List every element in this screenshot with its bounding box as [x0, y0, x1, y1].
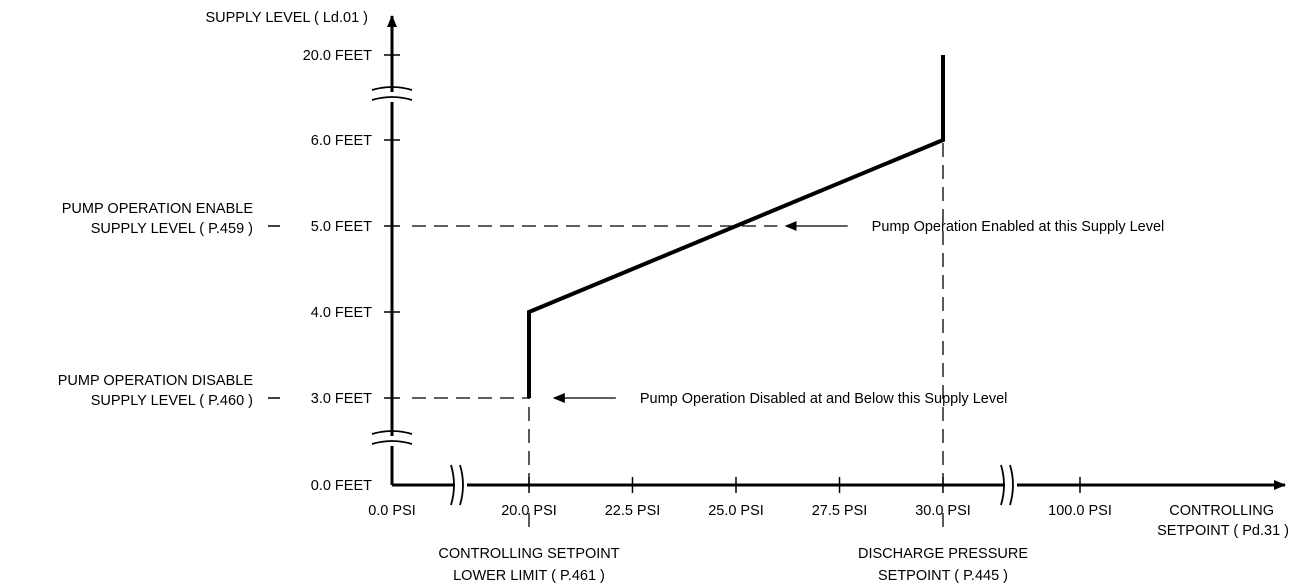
x-axis-title-line2: SETPOINT ( Pd.31 ) — [1157, 523, 1289, 539]
y-axis-title: SUPPLY LEVEL ( Ld.01 ) — [205, 10, 368, 26]
x-tick-label-2: 22.5 PSI — [605, 503, 661, 519]
y-tick-label-3: 5.0 FEET — [311, 219, 372, 235]
x-tick-label-3: 25.0 PSI — [708, 503, 764, 519]
x-tick-label-4: 27.5 PSI — [812, 503, 868, 519]
reference-label-1-1: SUPPLY LEVEL ( P.460 ) — [91, 393, 253, 409]
reference-label-1-0: PUMP OPERATION DISABLE — [58, 373, 254, 389]
x-axis-break-1-mark-b — [459, 464, 464, 506]
y-tick-label-0: 0.0 FEET — [311, 478, 372, 494]
reference-label-2-1: LOWER LIMIT ( P.461 ) — [453, 568, 605, 584]
y-tick-label-4: 6.0 FEET — [311, 133, 372, 149]
x-tick-label-1: 20.0 PSI — [501, 503, 557, 519]
annotation-text-0: Pump Operation Enabled at this Supply Le… — [872, 219, 1165, 235]
y-tick-label-1: 3.0 FEET — [311, 391, 372, 407]
x-tick-label-6: 100.0 PSI — [1048, 503, 1112, 519]
y-tick-label-2: 4.0 FEET — [311, 305, 372, 321]
x-axis-break-2-mark-b — [1009, 464, 1014, 506]
x-axis-break-2-mark-a — [1000, 464, 1005, 506]
annotation-text-1: Pump Operation Disabled at and Below thi… — [640, 391, 1008, 407]
y-axis-break-1-mark-b — [371, 96, 413, 101]
series-line-0 — [527, 55, 945, 398]
reference-label-0-0: PUMP OPERATION ENABLE — [62, 201, 254, 217]
x-axis-title-line1: CONTROLLING — [1169, 503, 1274, 519]
x-tick-label-5: 30.0 PSI — [915, 503, 971, 519]
reference-label-3-1: SETPOINT ( P.445 ) — [878, 568, 1008, 584]
y-axis-break-1-mark-a — [371, 86, 413, 91]
reference-label-2-0: CONTROLLING SETPOINT — [438, 546, 619, 562]
y-axis-break-2-mark-a — [371, 430, 413, 435]
y-axis-break-2-mark-b — [371, 440, 413, 445]
x-axis-break-1-gap — [455, 481, 467, 489]
x-axis-break-2-gap — [1005, 481, 1017, 489]
y-tick-label-5: 20.0 FEET — [303, 48, 372, 64]
reference-label-3-0: DISCHARGE PRESSURE — [858, 546, 1028, 562]
x-tick-label-0: 0.0 PSI — [368, 503, 416, 519]
reference-label-0-1: SUPPLY LEVEL ( P.459 ) — [91, 221, 253, 237]
x-axis-break-1-mark-a — [450, 464, 455, 506]
